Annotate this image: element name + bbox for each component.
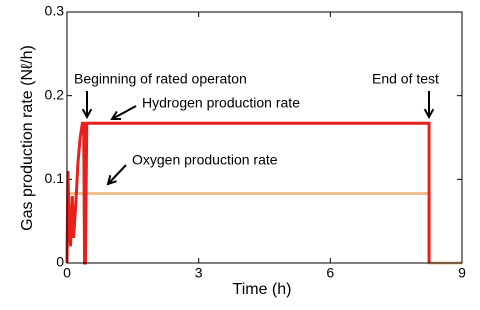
annotation: Hydrogen production rate bbox=[142, 95, 300, 111]
line-series bbox=[65, 192, 462, 265]
annotation-arrowhead bbox=[110, 110, 122, 121]
annotation: Oxygen production rate bbox=[132, 152, 278, 168]
line-series bbox=[65, 121, 431, 265]
x-axis-label: Time (h) bbox=[233, 281, 292, 298]
x-tick-label: 6 bbox=[326, 265, 334, 281]
annotation-arrowhead bbox=[81, 108, 93, 120]
y-tick-label: 0 bbox=[56, 254, 64, 270]
annotation-arrowhead bbox=[423, 108, 435, 120]
y-tick-label: 0.3 bbox=[45, 3, 65, 19]
annotation-arrow bbox=[111, 105, 137, 120]
annotation: End of test bbox=[372, 71, 439, 87]
x-tick-label: 9 bbox=[458, 265, 466, 281]
plot-frame bbox=[66, 11, 463, 264]
y-axis-label: Gas production rate (Nℓ/h) bbox=[19, 45, 36, 231]
annotation-arrow bbox=[107, 164, 127, 185]
x-tick-label: 0 bbox=[63, 265, 71, 281]
y-tick-label: 0.2 bbox=[45, 86, 65, 102]
x-tick-label: 3 bbox=[195, 265, 203, 281]
y-tick-label: 0.1 bbox=[45, 170, 65, 186]
annotation-arrowhead bbox=[106, 175, 117, 186]
annotation: Beginning of rated operaton bbox=[74, 71, 247, 87]
